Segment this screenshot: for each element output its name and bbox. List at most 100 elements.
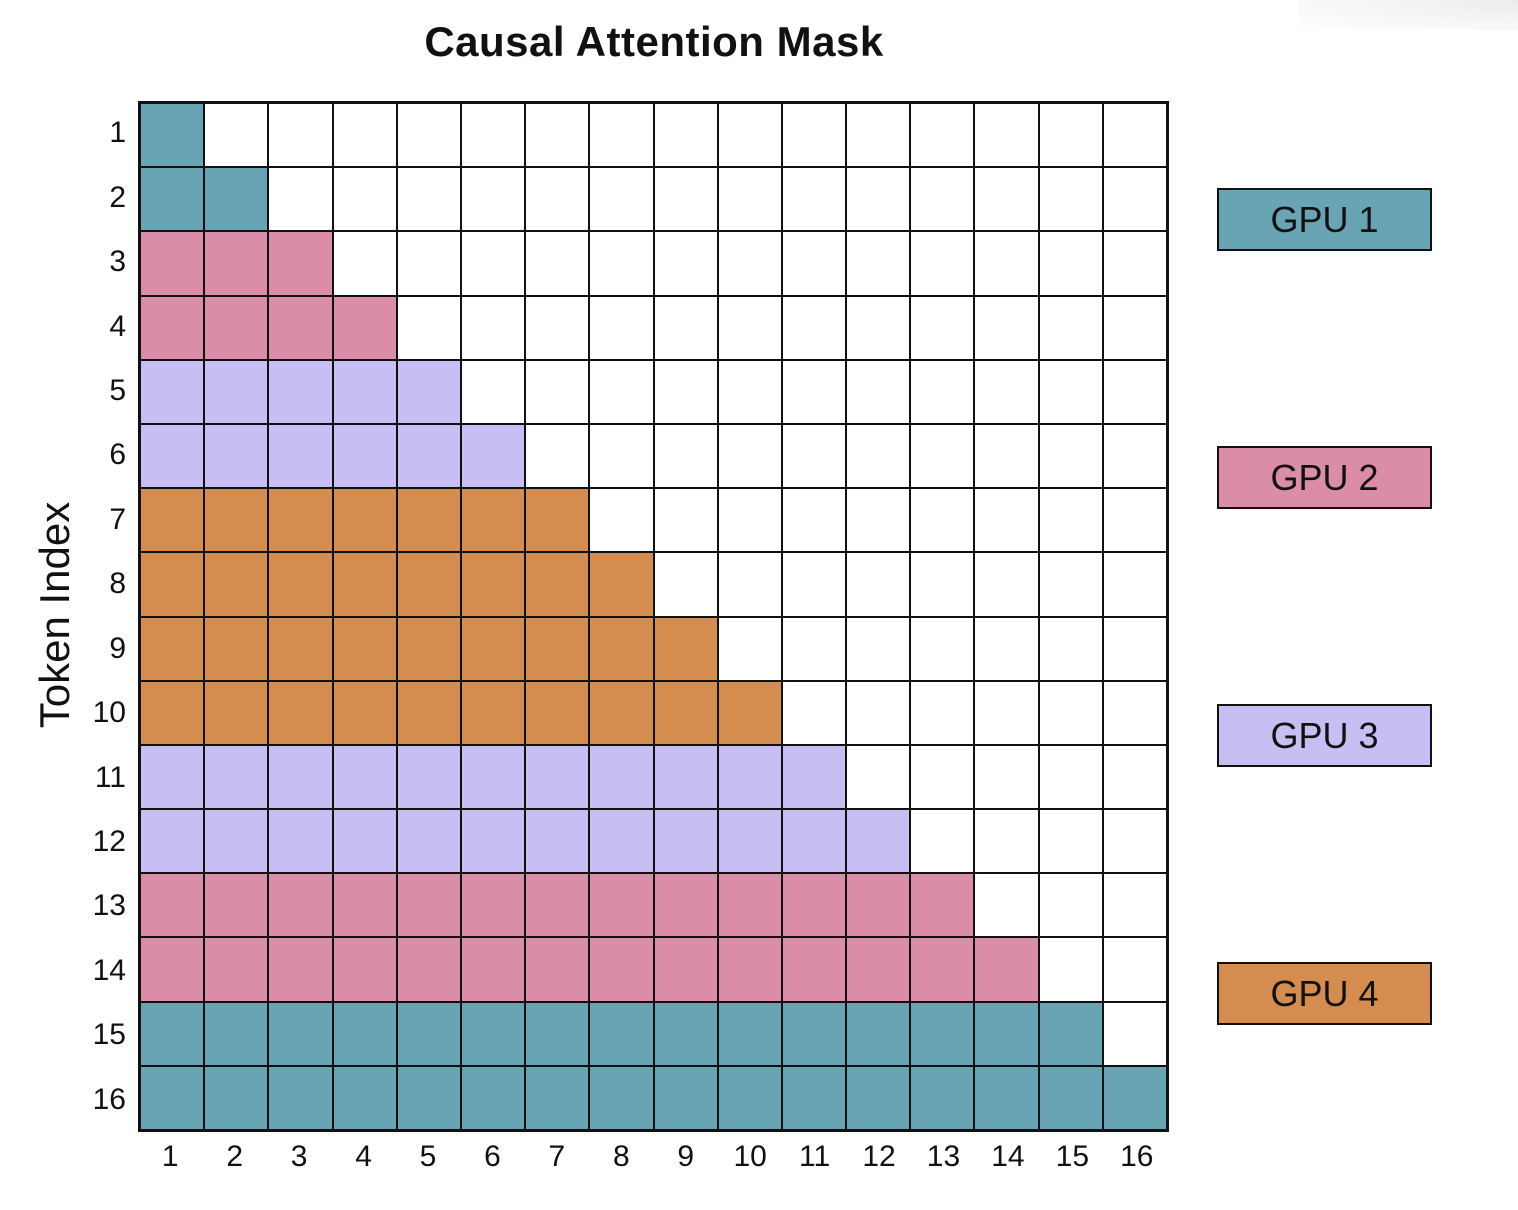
mask-cell bbox=[717, 1001, 782, 1066]
mask-cell bbox=[396, 1065, 461, 1130]
mask-cell bbox=[268, 1001, 333, 1066]
mask-cell bbox=[781, 680, 847, 745]
mask-cell bbox=[846, 873, 911, 938]
mask-cell bbox=[525, 552, 590, 617]
row-tick-label: 8 bbox=[109, 567, 126, 601]
mask-cell bbox=[460, 103, 526, 168]
mask-cell bbox=[396, 744, 461, 810]
mask-cell bbox=[396, 552, 461, 617]
column-tick-label: 8 bbox=[612, 1140, 630, 1173]
mask-cell bbox=[781, 423, 847, 489]
mask-cell bbox=[589, 423, 654, 489]
column-tick-label: 12 bbox=[862, 1140, 896, 1173]
mask-cell bbox=[460, 552, 526, 617]
mask-cell bbox=[1102, 1065, 1167, 1130]
mask-cell bbox=[204, 488, 269, 553]
mask-cell bbox=[396, 231, 461, 296]
mask-cell bbox=[589, 809, 654, 874]
mask-cell bbox=[589, 295, 654, 360]
mask-cell bbox=[204, 552, 269, 617]
mask-cell bbox=[781, 552, 847, 617]
row-tick-label: 7 bbox=[109, 502, 126, 536]
row-tick-label: 11 bbox=[94, 760, 126, 794]
mask-cell bbox=[717, 1065, 782, 1130]
mask-cell bbox=[396, 423, 461, 489]
mask-cell bbox=[140, 488, 205, 553]
y-axis-label: Token Index bbox=[31, 501, 78, 729]
mask-cell bbox=[460, 680, 526, 745]
mask-cell bbox=[1038, 1065, 1103, 1130]
mask-cell bbox=[910, 103, 975, 168]
mask-cell bbox=[332, 359, 397, 424]
mask-cell bbox=[846, 1065, 911, 1130]
mask-cell bbox=[268, 423, 333, 489]
legend-label: GPU 4 bbox=[1270, 972, 1379, 1014]
mask-cell bbox=[332, 680, 397, 745]
mask-cell bbox=[268, 1065, 333, 1130]
mask-cell bbox=[974, 295, 1039, 360]
row-tick-label: 3 bbox=[109, 245, 126, 279]
mask-cell bbox=[460, 488, 526, 553]
mask-cell bbox=[717, 744, 782, 810]
legend-gpu-2: GPU 2 bbox=[1217, 446, 1432, 509]
mask-cell bbox=[268, 359, 333, 424]
mask-cell bbox=[589, 231, 654, 296]
mask-cell bbox=[460, 1001, 526, 1066]
mask-cell bbox=[268, 809, 333, 874]
row-tick-label: 5 bbox=[109, 373, 126, 407]
mask-cell bbox=[1102, 423, 1167, 489]
mask-cell bbox=[204, 809, 269, 874]
column-tick-label: 16 bbox=[1120, 1140, 1154, 1173]
mask-cell bbox=[525, 1001, 590, 1066]
mask-cell bbox=[332, 488, 397, 553]
column-tick-label: 7 bbox=[548, 1140, 566, 1173]
mask-cell bbox=[1038, 488, 1103, 553]
mask-cell bbox=[1102, 809, 1167, 874]
mask-cell bbox=[781, 744, 847, 810]
mask-cell bbox=[525, 103, 590, 168]
mask-cell bbox=[717, 680, 782, 745]
column-tick-label: 2 bbox=[226, 1140, 243, 1173]
mask-cell bbox=[1102, 359, 1167, 424]
mask-cell bbox=[974, 167, 1039, 232]
mask-cell bbox=[140, 167, 205, 232]
mask-cell bbox=[1038, 616, 1103, 681]
mask-cell bbox=[396, 680, 461, 745]
mask-cell bbox=[974, 552, 1039, 617]
mask-cell bbox=[653, 1001, 718, 1066]
mask-cell bbox=[653, 873, 718, 938]
mask-cell bbox=[589, 167, 654, 232]
mask-cell bbox=[525, 295, 590, 360]
mask-cell bbox=[332, 552, 397, 617]
mask-cell bbox=[460, 744, 526, 810]
mask-cell bbox=[204, 231, 269, 296]
column-tick-label: 4 bbox=[355, 1140, 372, 1173]
mask-cell bbox=[781, 167, 847, 232]
mask-cell bbox=[1102, 873, 1167, 938]
mask-cell bbox=[396, 937, 461, 1002]
mask-cell bbox=[140, 423, 205, 489]
mask-cell bbox=[846, 1001, 911, 1066]
mask-cell bbox=[268, 552, 333, 617]
mask-cell bbox=[846, 616, 911, 681]
mask-cell bbox=[332, 809, 397, 874]
mask-cell bbox=[1102, 680, 1167, 745]
mask-cell bbox=[974, 937, 1039, 1002]
mask-cell bbox=[1102, 488, 1167, 553]
mask-cell bbox=[396, 809, 461, 874]
mask-cell bbox=[525, 616, 590, 681]
mask-cell bbox=[268, 295, 333, 360]
mask-cell bbox=[781, 937, 847, 1002]
mask-cell bbox=[204, 680, 269, 745]
mask-cell bbox=[1038, 359, 1103, 424]
mask-cell bbox=[653, 359, 718, 424]
mask-cell bbox=[717, 231, 782, 296]
mask-cell bbox=[525, 680, 590, 745]
mask-cell bbox=[589, 103, 654, 168]
mask-cell bbox=[460, 1065, 526, 1130]
mask-cell bbox=[204, 873, 269, 938]
mask-cell bbox=[140, 809, 205, 874]
mask-cell bbox=[332, 937, 397, 1002]
mask-cell bbox=[1102, 167, 1167, 232]
mask-cell bbox=[396, 103, 461, 168]
